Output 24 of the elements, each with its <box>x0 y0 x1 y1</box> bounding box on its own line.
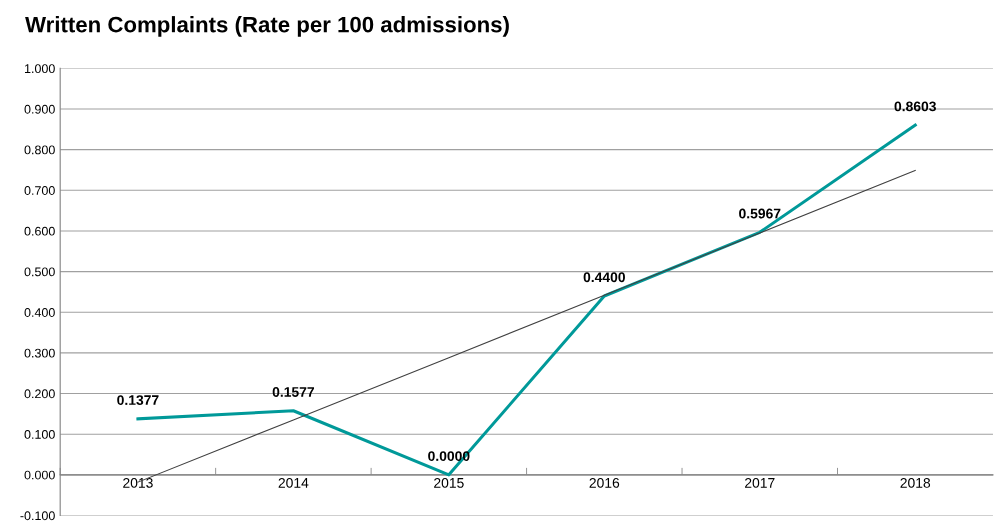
y-tick-label: 0.400 <box>24 308 55 317</box>
data-label: 0.8603 <box>894 101 936 112</box>
chart-title: Written Complaints (Rate per 100 admissions) <box>25 16 509 37</box>
y-tick-label: 0.600 <box>24 226 55 236</box>
data-label: 0.1377 <box>117 395 159 406</box>
y-tick-label: 0.100 <box>24 429 55 439</box>
x-tick-label: 2015 <box>434 477 464 488</box>
data-label: 0.5967 <box>739 208 781 219</box>
data-label: 0.4400 <box>583 272 625 283</box>
x-tick-label: 2016 <box>589 477 620 488</box>
y-tick-label: 1.000 <box>24 64 55 74</box>
y-tick-label: 0.200 <box>24 389 55 399</box>
data-label: 0.1577 <box>272 387 315 397</box>
y-tick-label: 0.700 <box>24 186 55 195</box>
y-tick-label: -0.100 <box>20 511 55 521</box>
x-tick-label: 2014 <box>278 477 309 488</box>
y-tick-label: 0.300 <box>24 348 55 358</box>
x-tick-label: 2017 <box>745 477 775 488</box>
x-tick-label: 2013 <box>123 477 153 488</box>
y-tick-label: 0.000 <box>24 470 55 480</box>
y-tick-label: 0.900 <box>24 104 55 114</box>
y-tick-label: 0.800 <box>24 145 55 155</box>
y-tick-label: 0.500 <box>24 267 55 277</box>
x-tick-label: 2018 <box>900 477 931 488</box>
